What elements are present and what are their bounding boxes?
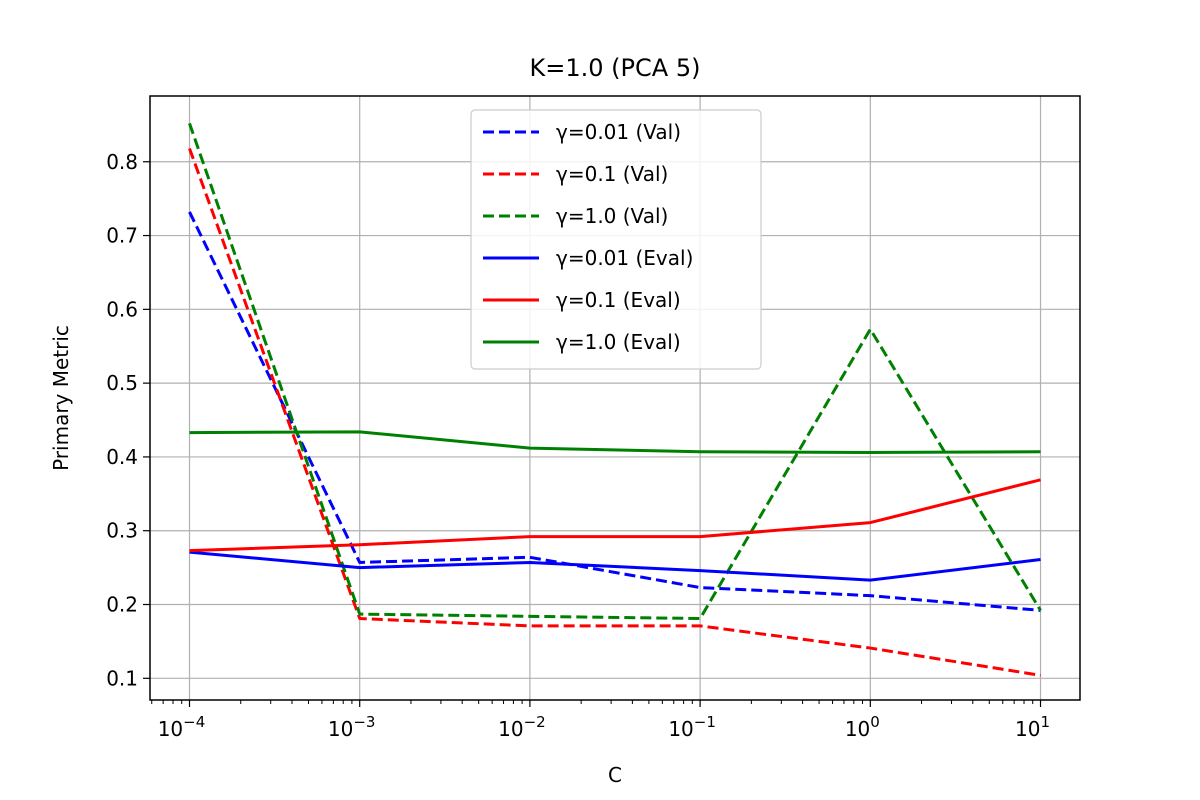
series-line-0-01-eval: [189, 550, 1041, 582]
legend-label: γ=0.1 (Eval): [556, 288, 681, 312]
y-tick-label: 0.3: [106, 519, 138, 543]
y-axis-label: Primary Metric: [49, 325, 73, 471]
series-line-1-0-val: [188, 122, 1042, 621]
x-tick-label: 10−2: [498, 713, 546, 741]
y-tick-label: 0.8: [106, 150, 138, 174]
legend-label: γ=1.0 (Val): [556, 204, 668, 228]
series-line-1-0-eval: [189, 430, 1041, 454]
x-tick-label: 10−4: [158, 713, 206, 741]
x-tick-label: 101: [1015, 713, 1050, 741]
legend: γ=0.01 (Val) γ=0.1 (Val) γ=1.0 (Val) γ=0.01…: [470, 109, 762, 370]
legend-label: γ=1.0 (Eval): [556, 330, 681, 354]
y-tick-label: 0.6: [106, 297, 138, 321]
x-tick-label: 10−3: [328, 713, 376, 741]
series-line-0-1-eval: [189, 478, 1041, 553]
x-tick-label: 10−1: [668, 713, 716, 741]
y-tick-label: 0.5: [106, 371, 138, 395]
legend-label: γ=0.1 (Val): [556, 162, 668, 186]
series-line-0-01-val: [188, 211, 1041, 612]
x-tick-label: 100: [845, 713, 880, 741]
legend-box: [470, 109, 762, 370]
series-layer: [188, 122, 1042, 677]
ticks-layer: 10−4 10−3 10−2 10−1 100 101 0.1 0.2 0.3 0.4 0.5 0.6…: [106, 150, 1050, 741]
y-tick-label: 0.7: [106, 224, 138, 248]
series-line-0-1-val: [188, 147, 1041, 677]
legend-label: γ=0.01 (Val): [556, 120, 681, 144]
chart-title: K=1.0 (PCA 5): [530, 54, 701, 82]
y-tick-label: 0.4: [106, 445, 138, 469]
legend-label: γ=0.01 (Eval): [556, 246, 693, 270]
y-tick-label: 0.1: [106, 666, 138, 690]
y-tick-label: 0.2: [106, 593, 138, 617]
plot-frame: [149, 95, 1081, 701]
x-axis-label: C: [608, 763, 622, 787]
